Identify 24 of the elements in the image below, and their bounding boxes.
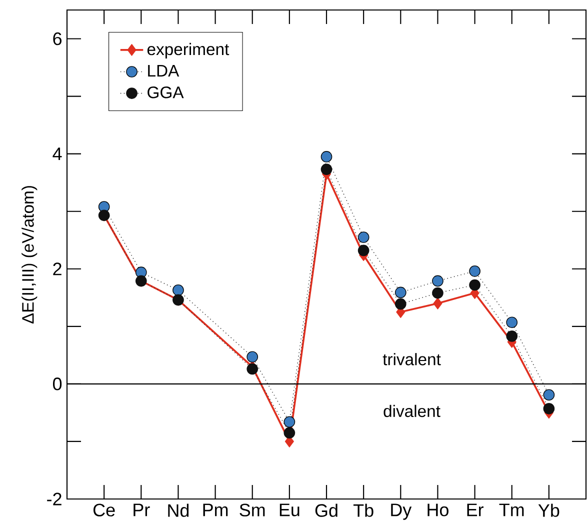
y-tick-label: 0	[52, 378, 62, 390]
y-tick-label: 6	[53, 32, 62, 46]
x-tick-label: Gd	[315, 504, 338, 517]
x-tick-label: Ce	[93, 504, 115, 516]
x-tick-label: Pm	[203, 504, 228, 516]
legend-label: LDA	[148, 65, 180, 76]
x-tick-label: Yb	[538, 504, 560, 517]
x-tick-label: Eu	[280, 504, 300, 516]
x-tick-label: Ho	[428, 504, 448, 516]
x-tick-label: Er	[467, 504, 484, 516]
y-tick-label: 2	[53, 262, 62, 276]
x-tick-label: Pr	[134, 504, 150, 516]
x-tick-label: Tm	[499, 504, 524, 516]
y-axis-title: ΔE(II,III) (eV/atom)	[22, 186, 38, 324]
x-tick-label: Nd	[168, 504, 189, 517]
x-tick-label: Tb	[353, 504, 374, 517]
x-tick-label: Sm	[240, 504, 265, 516]
annotation: divalent	[384, 404, 440, 418]
y-tick-label: 4	[52, 148, 62, 160]
legend-label: GGA	[148, 86, 184, 98]
x-tick-label: Dy	[391, 504, 412, 520]
annotation: trivalent	[382, 353, 441, 366]
legend-label: experiment	[147, 42, 230, 58]
y-tick-label: -2	[47, 492, 62, 506]
